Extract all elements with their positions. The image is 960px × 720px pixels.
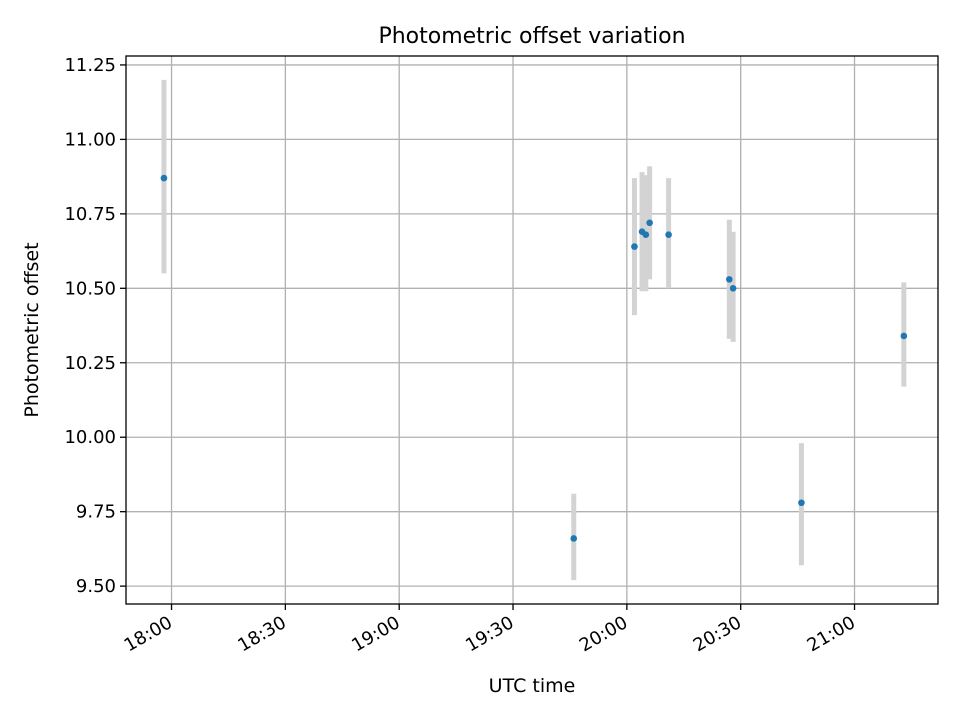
y-tick-label: 10.50 [64, 278, 116, 299]
data-point [900, 332, 908, 340]
chart-title: Photometric offset variation [378, 24, 685, 49]
plot-frame [125, 55, 939, 605]
x-axis-ticks: 18:00 18:30 19:00 19:30 20:00 20:30 21:00 [121, 604, 859, 656]
x-tick-label: 20:30 [690, 612, 745, 656]
data-point [160, 174, 168, 182]
grid-lines [126, 56, 938, 604]
x-axis-label: UTC time [489, 675, 576, 697]
x-tick-label: 18:00 [121, 612, 176, 656]
data-point [729, 285, 737, 292]
y-tick-label: 11.00 [64, 129, 116, 150]
x-tick-label: 19:30 [462, 612, 517, 656]
error-bars [161, 79, 907, 581]
y-tick-label: 9.50 [76, 576, 116, 597]
y-axis-label: Photometric offset [21, 242, 43, 417]
x-tick-label: 18:30 [234, 612, 289, 656]
y-tick-label: 9.75 [76, 502, 116, 523]
x-tick-label: 19:00 [348, 612, 403, 656]
data-point [646, 219, 653, 227]
y-tick-label: 10.25 [64, 353, 116, 374]
data-point [726, 276, 733, 283]
data-point [665, 231, 672, 238]
y-tick-label: 11.25 [64, 55, 116, 76]
x-tick-label: 21:00 [804, 612, 859, 656]
x-tick-label: 20:00 [576, 612, 631, 656]
data-point [798, 499, 805, 507]
data-point [570, 535, 578, 542]
y-tick-label: 10.75 [64, 204, 116, 225]
data-markers [160, 174, 908, 542]
y-axis-ticks: 9.50 9.75 10.00 10.25 10.50 10.75 11.00 11.25 [64, 55, 126, 597]
data-point [631, 243, 638, 250]
y-tick-label: 10.00 [64, 427, 116, 448]
data-point [642, 231, 650, 238]
